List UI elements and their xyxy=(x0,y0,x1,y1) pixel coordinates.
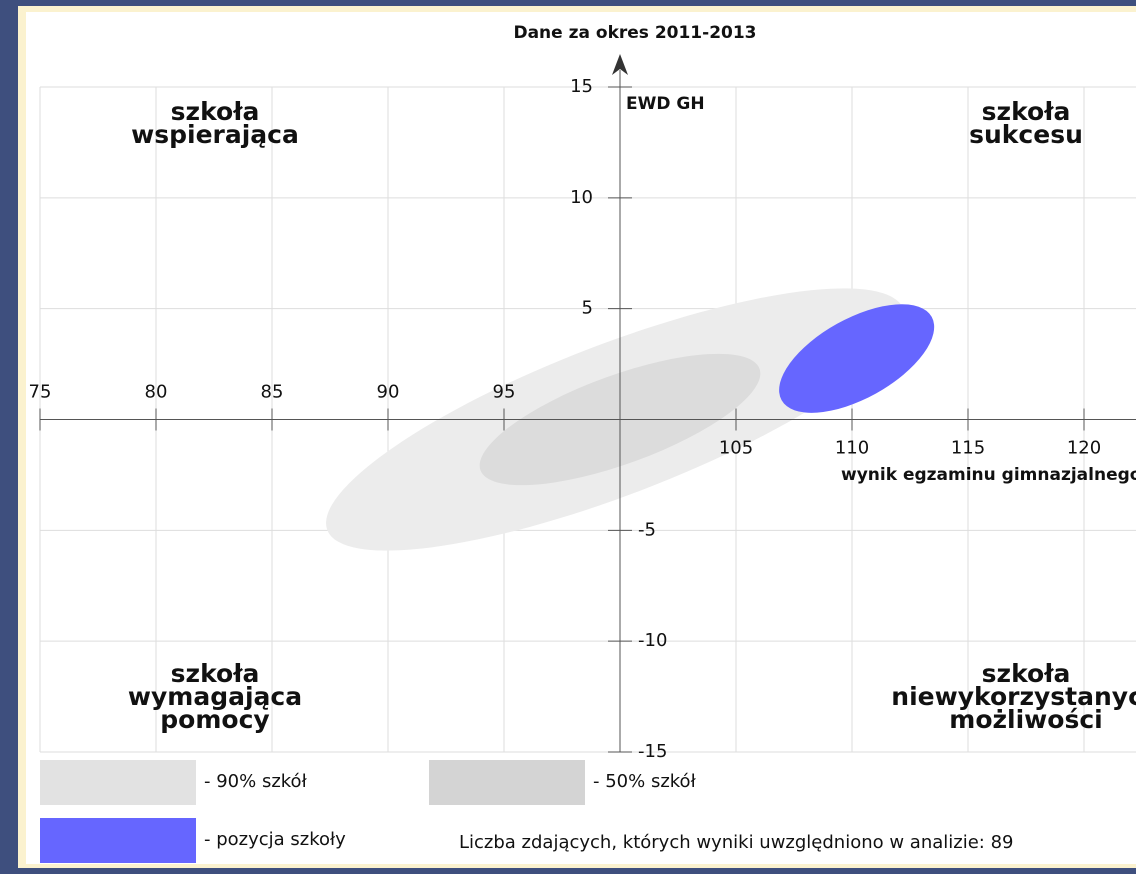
quadrant-label: szkoła xyxy=(982,659,1071,688)
quadrant-label: możliwości xyxy=(949,705,1102,734)
legend-swatch xyxy=(40,818,196,863)
note: Liczba zdających, których wyniki uwzględ… xyxy=(459,832,1013,853)
x-axis-label: wynik egzaminu gimnazjalnego xyxy=(841,465,1136,485)
quadrant-label: szkoła xyxy=(982,97,1071,126)
x-tick-label: 75 xyxy=(29,382,52,403)
y-tick-label: 10 xyxy=(570,187,593,208)
x-tick-label: 115 xyxy=(951,438,985,459)
legend-label: - 90% szkół xyxy=(204,771,308,792)
y-axis-label: EWD GH xyxy=(626,94,705,114)
x-tick-label: 105 xyxy=(719,438,753,459)
legend-label: - pozycja szkoły xyxy=(204,829,346,850)
quadrant-label: niewykorzystanych xyxy=(891,682,1136,711)
y-tick-label: 15 xyxy=(570,76,593,97)
legend-swatch xyxy=(429,760,585,805)
ellipse xyxy=(779,304,935,413)
chart-title: Dane za okres 2011-2013 xyxy=(513,23,756,43)
y-tick-label: 5 xyxy=(582,298,593,319)
y-tick-label: -15 xyxy=(638,741,667,762)
quadrant-label: szkoła xyxy=(171,97,260,126)
x-tick-label: 80 xyxy=(145,382,168,403)
x-tick-label: 120 xyxy=(1067,438,1101,459)
quadrant-label: sukcesu xyxy=(969,120,1083,149)
x-tick-label: 90 xyxy=(377,382,400,403)
x-tick-label: 85 xyxy=(261,382,284,403)
legend-label: - 50% szkół xyxy=(593,771,697,792)
quadrant-label: wymagająca xyxy=(128,682,302,711)
x-tick-label: 95 xyxy=(493,382,516,403)
y-tick-label: -10 xyxy=(638,630,667,651)
quadrant-label: wspierająca xyxy=(131,120,299,149)
x-tick-label: 110 xyxy=(835,438,869,459)
legend-swatch xyxy=(40,760,196,805)
y-axis-arrow xyxy=(612,54,628,75)
y-tick-label: -5 xyxy=(638,519,656,540)
quadrant-label: szkoła xyxy=(171,659,260,688)
quadrant-label: pomocy xyxy=(160,705,269,734)
